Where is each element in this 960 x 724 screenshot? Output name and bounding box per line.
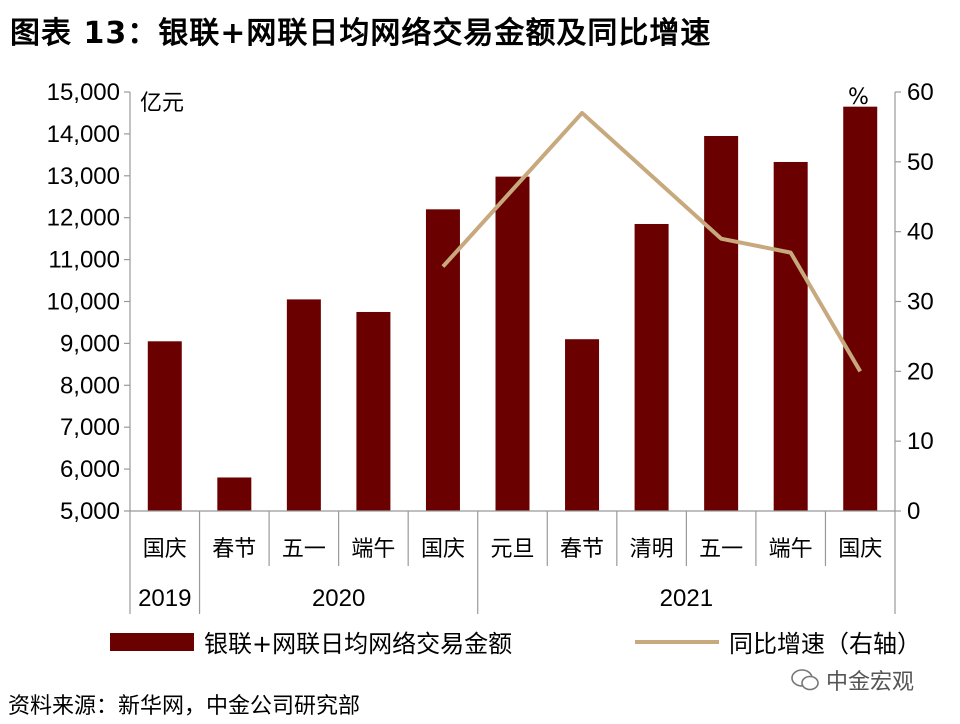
bar-7 — [634, 223, 669, 512]
right-tick-label: 30 — [907, 289, 934, 316]
source-note: 资料来源：新华网，中金公司研究部 — [8, 694, 361, 719]
category-label: 国庆 — [838, 537, 882, 562]
left-tick-label: 14,000 — [47, 121, 120, 148]
watermark-text: 中金宏观 — [826, 670, 915, 695]
year-label: 2020 — [312, 585, 365, 612]
left-tick-label: 15,000 — [47, 79, 120, 106]
category-label: 春节 — [212, 537, 256, 562]
left-tick-label: 7,000 — [60, 414, 120, 441]
category-label: 端午 — [769, 537, 813, 562]
legend-bar-swatch — [110, 632, 194, 651]
left-tick-label: 9,000 — [60, 330, 120, 357]
right-tick-label: 60 — [907, 79, 934, 106]
right-tick-label: 50 — [907, 149, 934, 176]
growth-line — [441, 110, 862, 373]
right-axis-unit: % — [848, 85, 869, 110]
bar-3 — [356, 311, 391, 511]
legend-line-swatch — [635, 639, 719, 644]
left-tick-label: 10,000 — [47, 289, 120, 316]
left-tick-label: 11,000 — [48, 247, 120, 274]
right-tick-label: 0 — [907, 498, 920, 525]
category-label: 国庆 — [421, 537, 465, 562]
bar-4 — [425, 209, 460, 511]
right-tick-label: 40 — [907, 219, 934, 246]
bar-5 — [495, 176, 530, 511]
category-label: 国庆 — [143, 537, 187, 562]
left-tick-label: 13,000 — [47, 163, 120, 190]
bar-6 — [565, 339, 600, 511]
line-layer — [441, 110, 862, 373]
bar-8 — [704, 135, 739, 511]
year-label: 2021 — [660, 585, 713, 612]
left-tick-label: 8,000 — [60, 372, 120, 399]
year-label: 2019 — [138, 585, 191, 612]
left-tick-label: 12,000 — [47, 205, 120, 232]
left-tick-label: 6,000 — [60, 456, 120, 483]
bar-9 — [773, 161, 808, 511]
axes-layer: 5,000 6,000 7,000 8,000 9,000 10,000 11,000 12,… — [47, 79, 934, 614]
category-label: 春节 — [560, 537, 604, 562]
legend-label-amount: 银联+网联日均网络交易金额 — [204, 630, 513, 658]
category-label: 元旦 — [490, 537, 534, 562]
chart-title: 图表 13：银联+网联日均网络交易金额及同比增速 — [10, 16, 712, 51]
legend-item-growth: 同比增速（右轴） — [635, 624, 921, 659]
right-tick-label: 10 — [907, 428, 934, 455]
category-label: 五一 — [282, 537, 326, 562]
left-tick-label: 5,000 — [60, 498, 120, 525]
category-label: 端午 — [351, 537, 395, 562]
wechat-icon — [791, 669, 819, 691]
right-tick-label: 20 — [907, 358, 934, 385]
bar-0 — [147, 341, 182, 511]
bar-2 — [286, 299, 321, 511]
left-axis-unit: 亿元 — [140, 91, 184, 116]
legend-label-growth: 同比增速（右轴） — [729, 630, 921, 658]
bars-layer — [147, 106, 878, 512]
bar-10 — [843, 106, 878, 511]
watermark: 中金宏观 — [790, 664, 914, 696]
category-label: 五一 — [699, 537, 743, 562]
category-label: 清明 — [630, 537, 674, 562]
legend-item-amount: 银联+网联日均网络交易金额 — [110, 624, 512, 659]
bar-1 — [217, 477, 252, 511]
